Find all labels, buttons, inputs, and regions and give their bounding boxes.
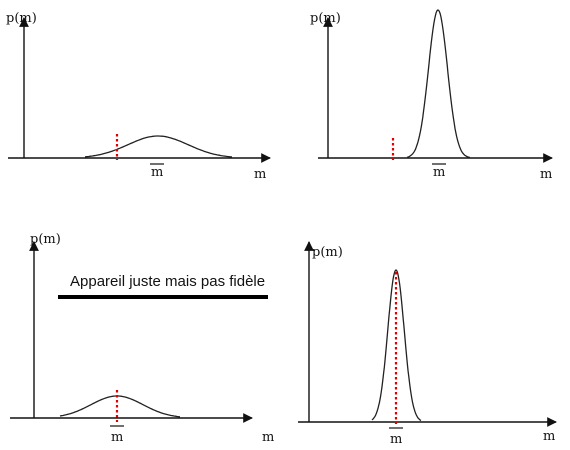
mean-label: m: [151, 165, 163, 180]
x-axis-label: m: [540, 167, 552, 182]
mean-label: m: [390, 432, 402, 447]
probability-curve: [371, 269, 422, 422]
panel-caption: Appareil juste mais pas fidèle: [70, 273, 265, 290]
mean-label: m: [433, 165, 445, 180]
probability-curve: [84, 135, 233, 158]
panel-top-left: p(m) m m: [6, 11, 271, 182]
panel-top-right: p(m) m m: [310, 9, 553, 182]
panel-bottom-right: p(m) m m: [298, 241, 557, 447]
x-axis-label: m: [254, 167, 266, 182]
panel-bottom-left: p(m) m Appareil juste mais pas fidèle m: [10, 232, 274, 445]
y-axis-label: p(m): [30, 232, 61, 247]
y-axis-label: p(m): [310, 11, 341, 26]
x-axis-label: m: [543, 429, 555, 444]
probability-curve: [59, 395, 181, 418]
mean-label: m: [111, 430, 123, 445]
x-axis-label: m: [262, 430, 274, 445]
y-axis-label: p(m): [6, 11, 37, 26]
caption-underline: [58, 295, 268, 299]
y-axis-label: p(m): [312, 245, 343, 260]
probability-curve: [406, 9, 471, 159]
